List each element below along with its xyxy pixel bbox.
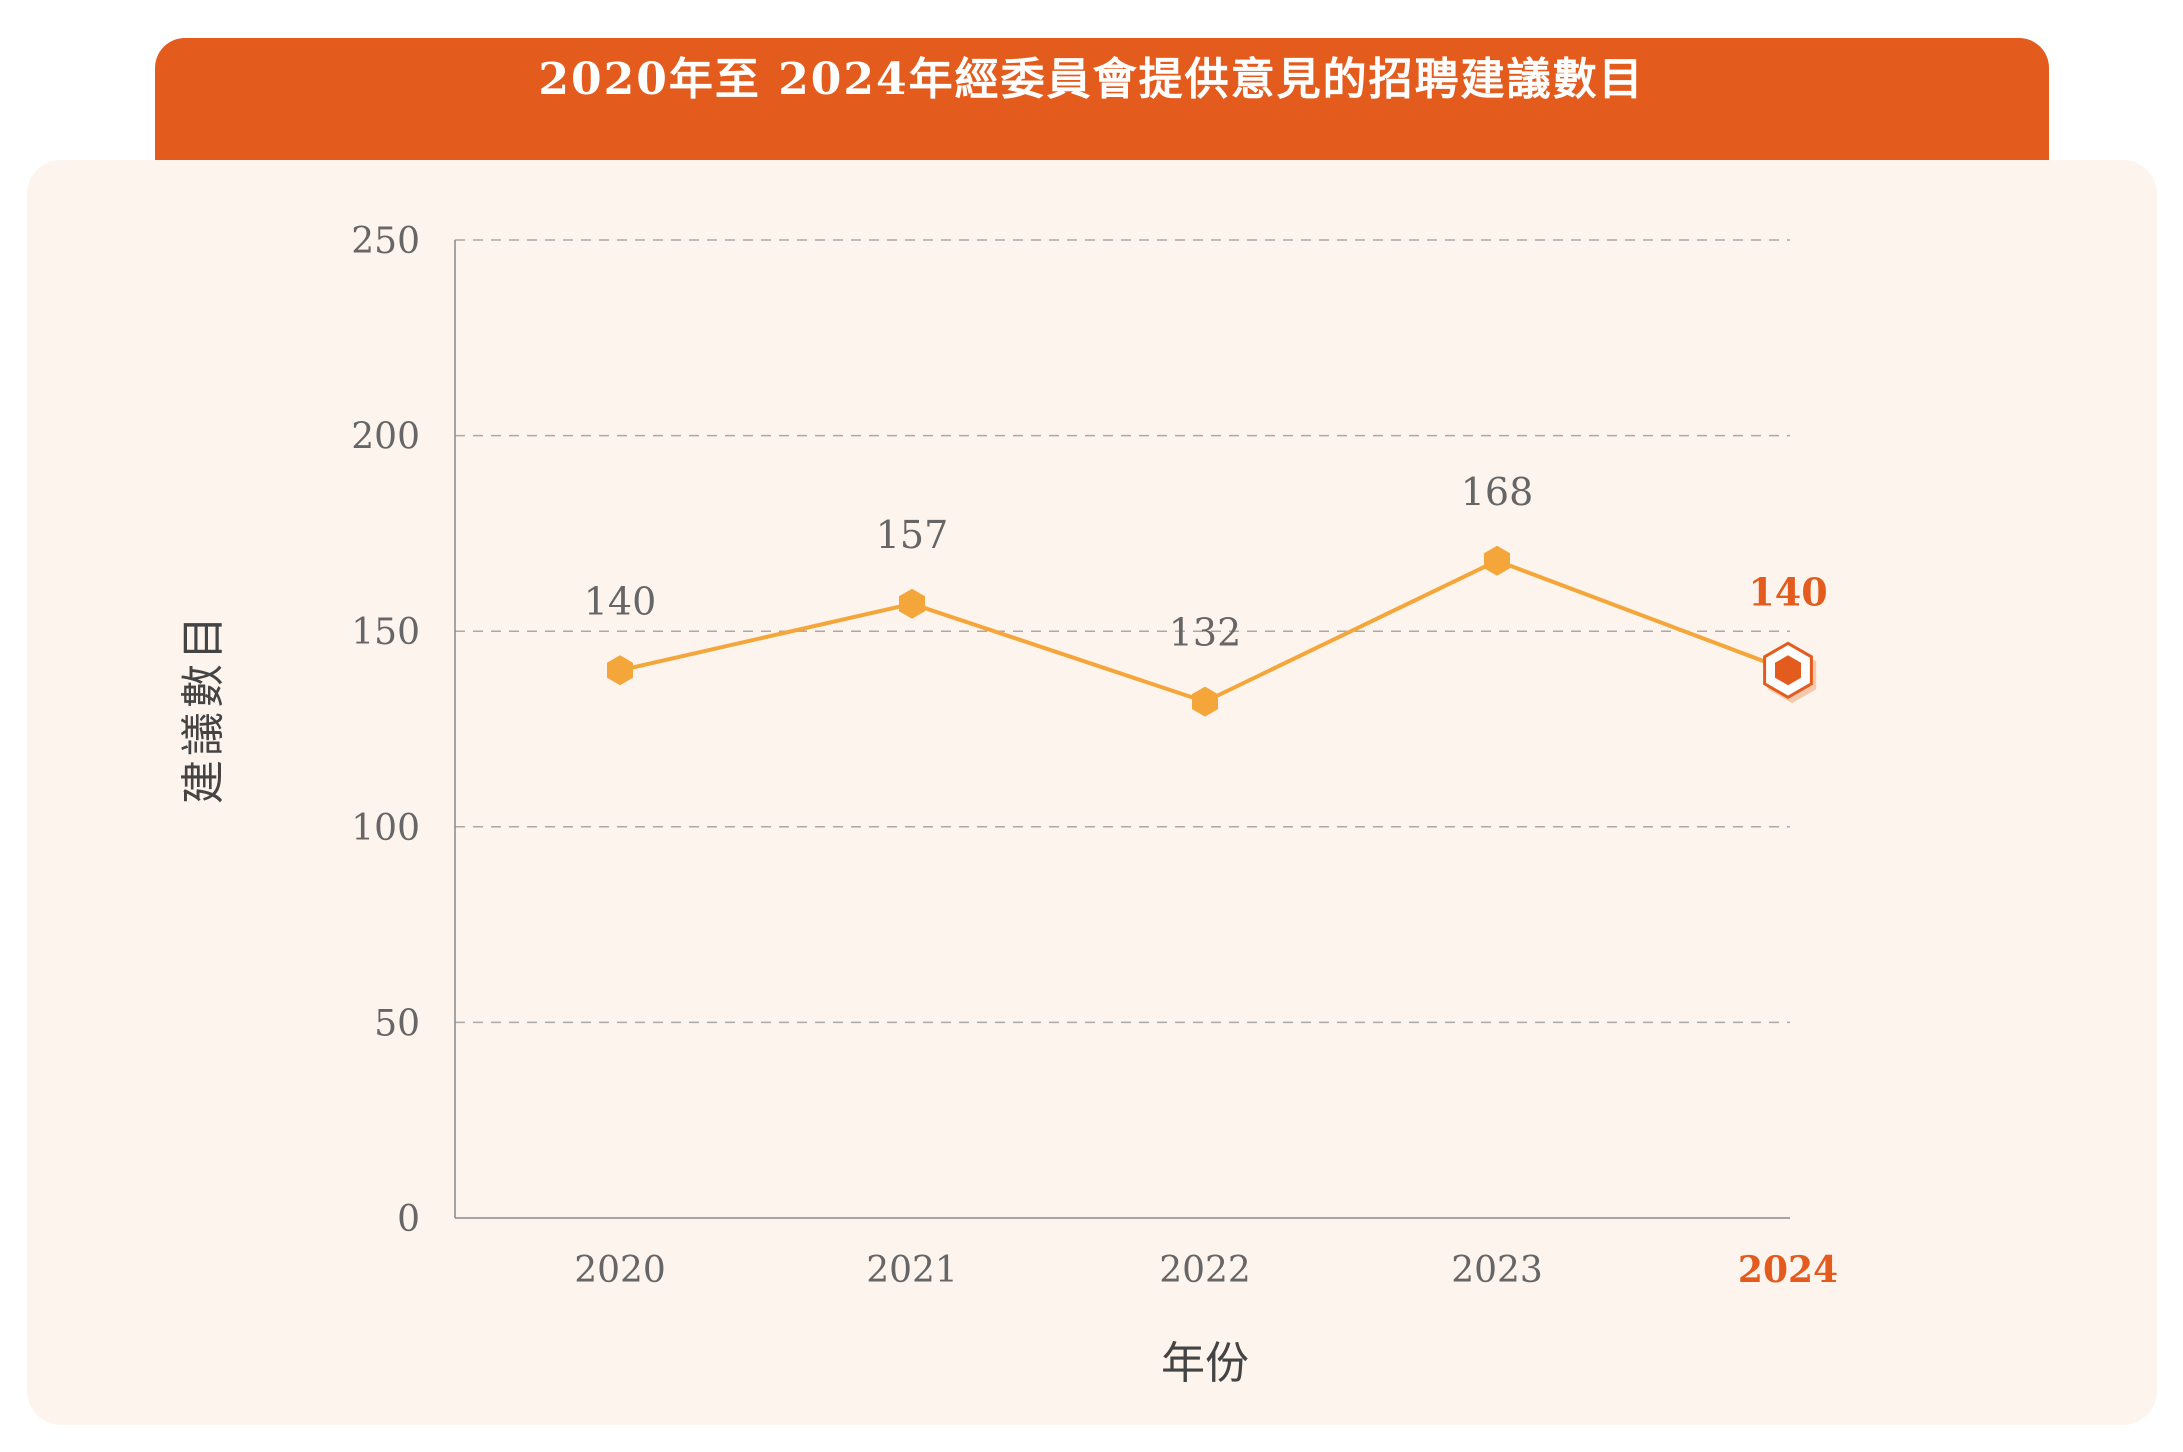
x-tick-label: 2022 <box>1159 1250 1251 1291</box>
data-label: 157 <box>876 513 949 557</box>
y-tick-label: 100 <box>351 808 420 849</box>
y-tick-label: 0 <box>397 1199 420 1240</box>
chart-panel <box>27 160 2157 1425</box>
data-point <box>1775 655 1801 686</box>
x-axis-title: 年份 <box>1161 1338 1249 1389</box>
data-point <box>1484 545 1510 576</box>
y-tick-label: 250 <box>351 221 420 262</box>
y-tick-label: 200 <box>351 417 420 458</box>
title-banner <box>155 38 2049 173</box>
data-point <box>607 655 633 686</box>
data-label: 132 <box>1169 611 1242 655</box>
data-point <box>899 588 925 619</box>
y-axis-title: 建議數目 <box>178 612 229 804</box>
chart-title: 2020年至 2024年經委員會提供意見的招聘建議數目 <box>538 54 1645 105</box>
data-label: 168 <box>1461 470 1534 514</box>
data-point <box>1192 686 1218 717</box>
y-tick-label: 150 <box>351 612 420 653</box>
data-label: 140 <box>1748 569 1827 614</box>
x-tick-label: 2021 <box>866 1250 958 1291</box>
x-tick-label: 2020 <box>574 1250 666 1291</box>
x-tick-label: 2024 <box>1738 1249 1838 1291</box>
x-tick-label: 2023 <box>1451 1250 1543 1291</box>
data-label: 140 <box>584 579 657 623</box>
y-tick-label: 50 <box>374 1003 420 1044</box>
